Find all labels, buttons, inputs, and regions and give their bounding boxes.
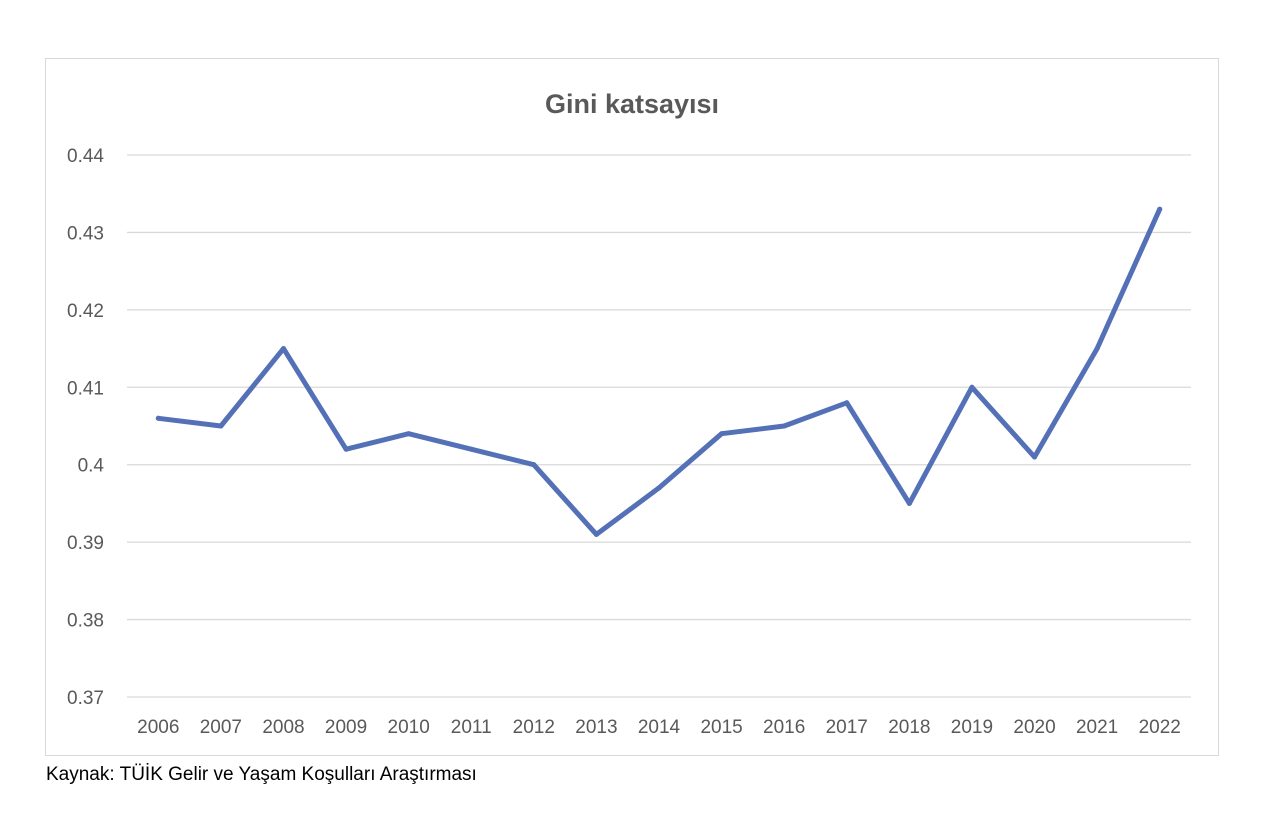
data-point [531, 462, 537, 468]
x-tick-label: 2019 [951, 717, 993, 738]
y-tick-label: 0.4 [78, 456, 105, 477]
x-tick-label: 2016 [763, 717, 805, 738]
x-tick-label: 2012 [513, 717, 555, 738]
x-tick-label: 2020 [1013, 717, 1055, 738]
y-axis-ticks: 0.37 0.38 0.39 0.4 0.41 0.42 0.43 0.44 [67, 146, 104, 709]
data-point [280, 346, 286, 352]
x-tick-label: 2008 [262, 717, 304, 738]
data-point [969, 384, 975, 390]
data-point [1094, 346, 1100, 352]
data-point [906, 500, 912, 506]
data-point [593, 531, 599, 537]
data-point [406, 431, 412, 437]
data-point [218, 423, 224, 429]
x-tick-label: 2015 [700, 717, 742, 738]
source-note: Kaynak: TÜİK Gelir ve Yaşam Koşulları Ar… [46, 764, 477, 785]
x-tick-label: 2014 [638, 717, 681, 738]
y-tick-label: 0.37 [67, 688, 104, 709]
y-tick-label: 0.39 [67, 533, 104, 554]
x-tick-label: 2017 [826, 717, 868, 738]
x-tick-label: 2006 [137, 717, 179, 738]
x-tick-label: 2009 [325, 717, 367, 738]
data-point [781, 423, 787, 429]
x-axis-ticks: 2006 2007 2008 2009 2010 2011 2012 2013 2014 2015… [137, 717, 1181, 738]
data-point [343, 446, 349, 452]
x-tick-label: 2013 [575, 717, 617, 738]
series-layer [155, 206, 1163, 537]
y-tick-label: 0.41 [67, 378, 104, 399]
chart-title: Gini katsayısı [545, 89, 719, 119]
x-tick-label: 2022 [1139, 717, 1181, 738]
gridlines [127, 154, 1191, 698]
x-tick-label: 2021 [1076, 717, 1118, 738]
data-point [1032, 454, 1038, 460]
data-point [1157, 206, 1163, 212]
x-tick-label: 2018 [888, 717, 930, 738]
data-point [656, 485, 662, 491]
chart-frame [45, 58, 1219, 756]
x-tick-label: 2007 [200, 717, 242, 738]
data-point [155, 415, 161, 421]
x-tick-label: 2011 [451, 717, 492, 738]
data-point [468, 446, 474, 452]
data-point [719, 431, 725, 437]
y-tick-label: 0.38 [67, 611, 104, 632]
data-point [844, 400, 850, 406]
y-tick-label: 0.42 [67, 301, 104, 322]
x-tick-label: 2010 [388, 717, 430, 738]
y-tick-label: 0.44 [67, 146, 104, 167]
y-tick-label: 0.43 [67, 223, 104, 244]
